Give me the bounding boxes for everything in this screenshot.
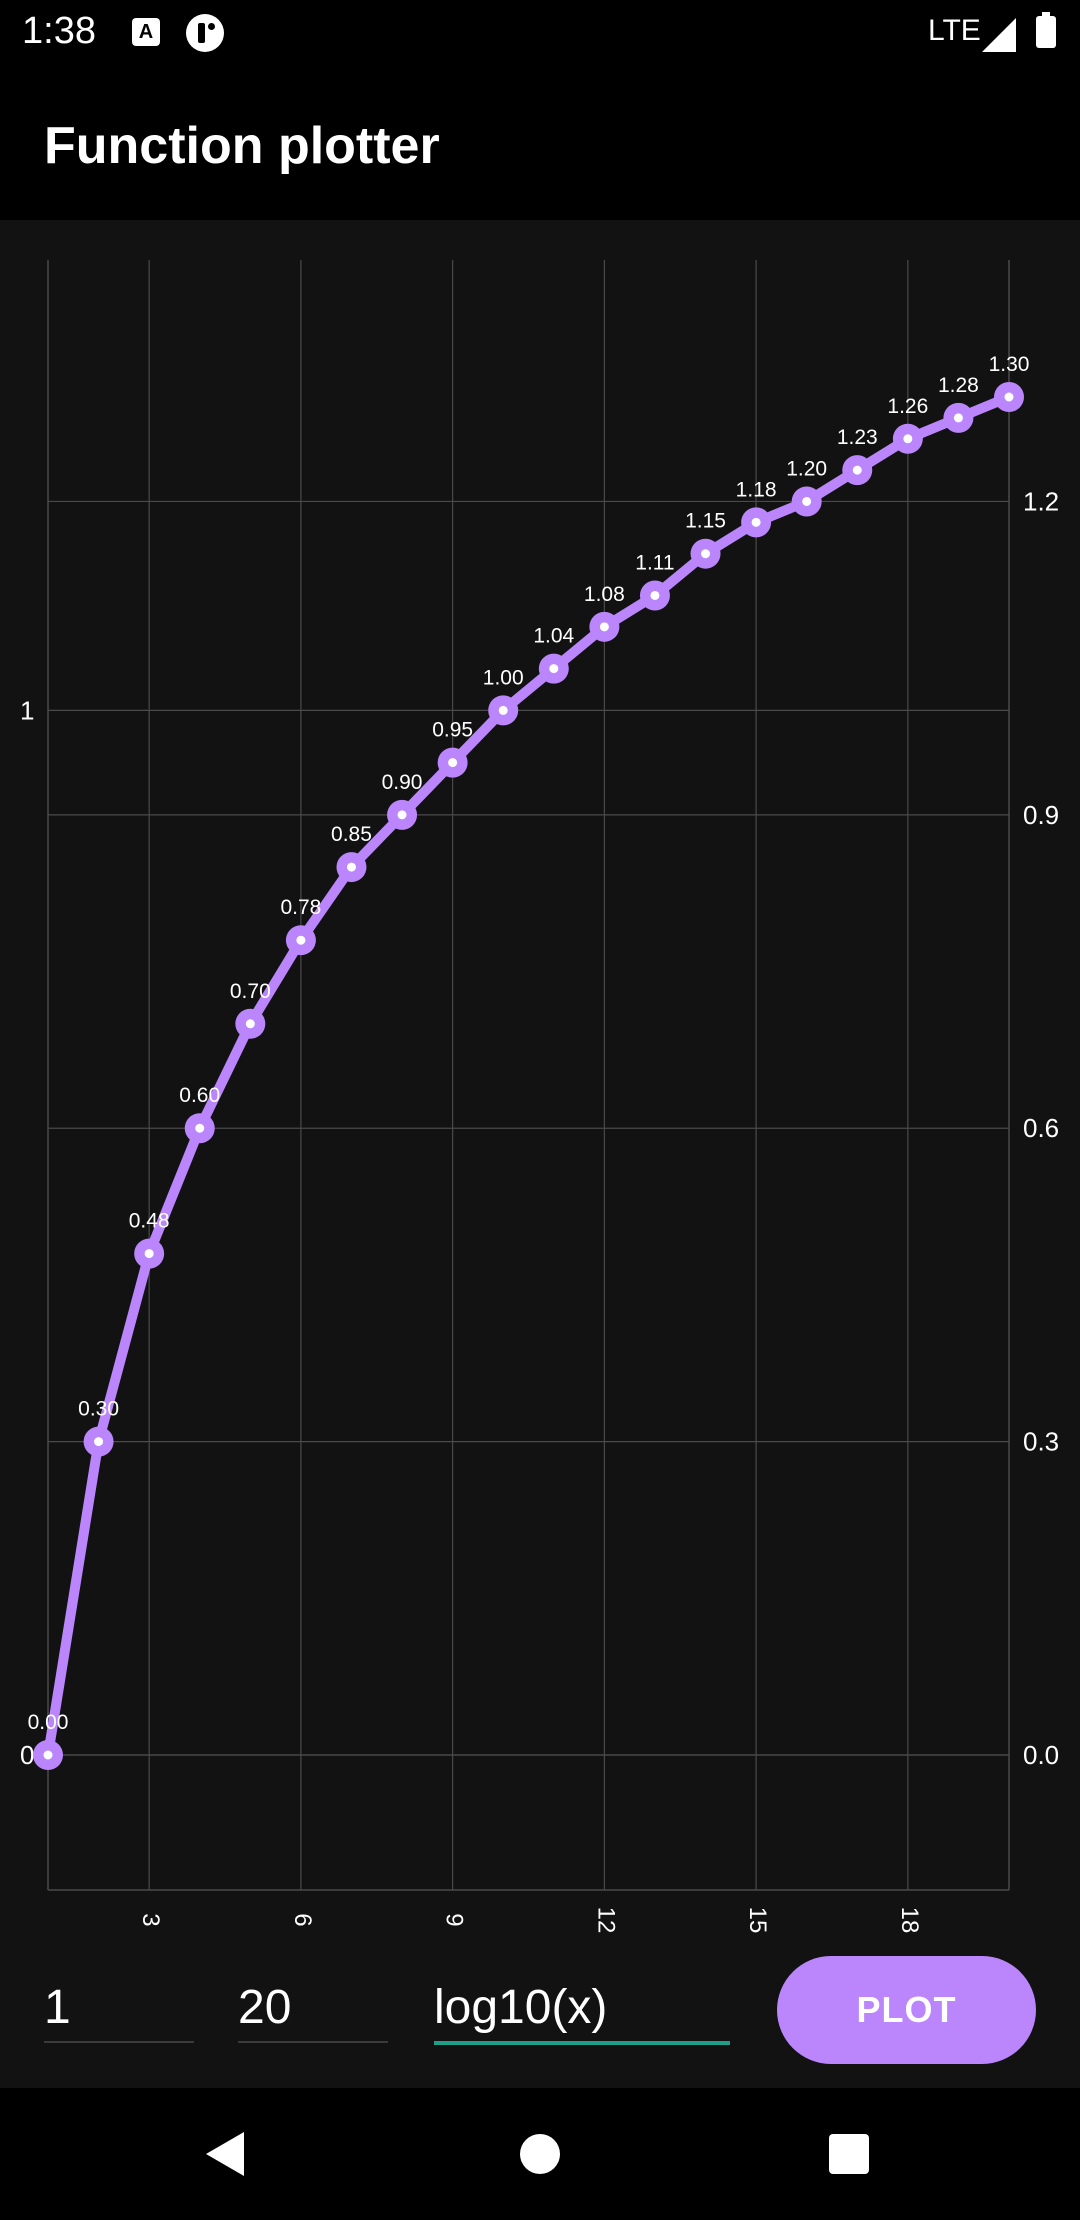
range-from-input[interactable]: [44, 1980, 194, 2043]
data-label: 1.26: [887, 395, 928, 418]
app-bar: Function plotter: [0, 66, 1080, 220]
data-point-center: [296, 935, 306, 945]
x-tick-label: 3: [137, 1913, 164, 1926]
data-point-center: [498, 705, 508, 715]
data-point-center: [144, 1249, 154, 1259]
y-right-tick-label: 0.9: [1023, 800, 1059, 830]
plot-area: 3 6 9 12 15 18 0.0 0.3 0.6 0.9 1.2 0 1 0.00 0.30 0.48 0.…: [0, 220, 1080, 2088]
function-chart: 3 6 9 12 15 180.00.30.60.91.2010.000.300.480.…: [20, 260, 1059, 1934]
data-label: 0.85: [331, 823, 372, 846]
data-label: 0.30: [78, 1398, 119, 1421]
data-point-center: [448, 758, 458, 768]
series-line: [43, 392, 1014, 1760]
signal-icon: [982, 18, 1016, 52]
data-label: 1.04: [533, 625, 574, 648]
y-left-tick-label: 1: [20, 695, 34, 725]
data-point-center: [650, 590, 660, 600]
data-label: 1.08: [584, 583, 625, 606]
status-bar: 1:38 A LTE: [0, 0, 1080, 66]
range-to-input[interactable]: [238, 1980, 388, 2043]
data-label: 1.00: [483, 666, 524, 689]
data-point-center: [43, 1750, 53, 1760]
back-icon[interactable]: [206, 2132, 244, 2176]
recents-icon[interactable]: [829, 2134, 869, 2174]
y-left-tick-label: 0: [20, 1740, 34, 1770]
x-tick-label: 12: [592, 1907, 619, 1934]
status-time: 1:38: [22, 10, 96, 52]
data-point-center: [802, 496, 812, 506]
app-notification-icon: [186, 14, 224, 52]
data-point-center: [953, 413, 963, 423]
x-tick-label: 9: [441, 1913, 468, 1926]
data-label: 1.23: [837, 426, 878, 449]
data-point-center: [701, 549, 711, 559]
data-label: 0.60: [179, 1084, 220, 1107]
battery-icon: [1036, 12, 1056, 48]
data-label: 1.20: [786, 457, 827, 480]
data-point-center: [346, 862, 356, 872]
data-label: 0.48: [129, 1210, 170, 1233]
page-title: Function plotter: [44, 117, 440, 175]
x-tick-label: 18: [896, 1907, 923, 1934]
data-point-center: [397, 810, 407, 820]
data-point-center: [195, 1123, 205, 1133]
home-icon[interactable]: [520, 2134, 560, 2174]
controls-row: PLOT: [0, 1940, 1080, 2088]
data-point-center: [751, 517, 761, 527]
data-label: 0.90: [382, 771, 423, 794]
data-point-center: [245, 1019, 255, 1029]
data-point-center: [94, 1437, 104, 1447]
x-tick-label: 6: [289, 1913, 316, 1926]
x-tick-label: 15: [744, 1907, 771, 1934]
function-input[interactable]: [434, 1980, 730, 2045]
data-label: 1.18: [736, 478, 777, 501]
data-point-center: [1004, 392, 1014, 402]
data-label: 1.11: [635, 551, 674, 574]
data-label: 0.78: [280, 896, 321, 919]
data-point-center: [549, 664, 559, 674]
data-label: 0.95: [432, 719, 473, 742]
y-right-tick-label: 0.0: [1023, 1740, 1059, 1770]
keyboard-a-icon: A: [132, 18, 160, 46]
data-label: 1.15: [685, 510, 726, 533]
y-right-tick-label: 1.2: [1023, 486, 1059, 516]
y-right-tick-label: 0.3: [1023, 1427, 1059, 1457]
data-point-center: [903, 434, 913, 444]
plot-button[interactable]: PLOT: [777, 1956, 1036, 2064]
y-right-tick-label: 0.6: [1023, 1113, 1059, 1143]
data-point-center: [599, 622, 609, 632]
navigation-bar: [0, 2088, 1080, 2220]
data-label: 1.28: [938, 374, 979, 397]
network-type: LTE: [928, 14, 981, 47]
data-label: 1.30: [989, 353, 1030, 376]
data-point-center: [852, 465, 862, 475]
data-label: 0.00: [28, 1711, 69, 1734]
data-label: 0.70: [230, 980, 271, 1003]
